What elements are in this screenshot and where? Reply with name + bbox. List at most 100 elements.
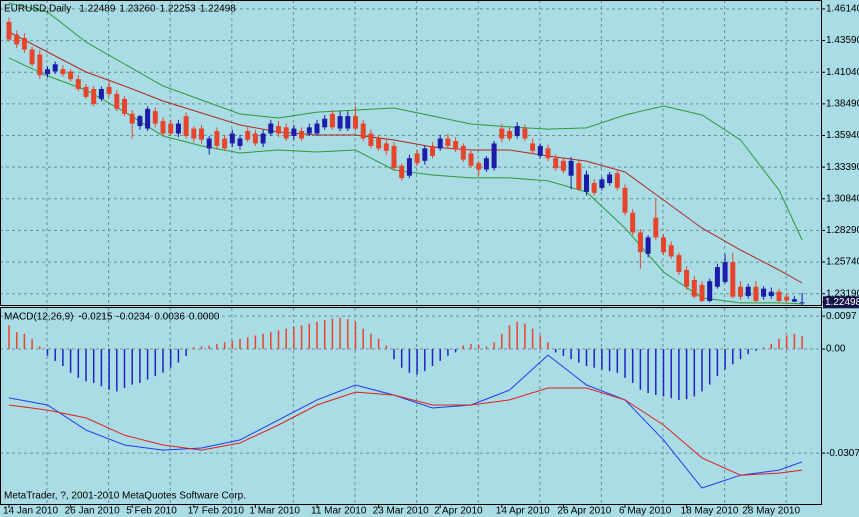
histogram-bar — [793, 333, 796, 350]
indicator-line — [8, 57, 803, 305]
y-tick-label: -0.0307 — [826, 448, 859, 459]
candle-body — [391, 145, 397, 169]
header-value: 1.23260 — [119, 4, 156, 15]
candle-body — [222, 138, 228, 149]
histogram-bar — [801, 336, 803, 350]
histogram-bar — [608, 349, 611, 372]
candle-body — [445, 138, 451, 146]
candle-body — [114, 93, 120, 109]
x-tick-label: 18 May 2010 — [681, 506, 739, 517]
candle-body — [337, 116, 343, 129]
candle-body — [776, 291, 782, 302]
histogram-bar — [393, 349, 395, 360]
histogram-bar — [639, 349, 642, 390]
candle-body — [329, 113, 335, 128]
candle-body — [730, 262, 736, 297]
histogram-bar — [46, 349, 49, 356]
histogram-bar — [400, 349, 403, 368]
candle-body — [599, 179, 605, 188]
histogram-bar — [447, 349, 449, 356]
candle-body — [545, 148, 551, 159]
candle-body — [52, 64, 58, 72]
candle-body — [175, 123, 181, 134]
candle-body — [430, 145, 435, 156]
y-tick-label: 0.00 — [826, 344, 846, 355]
histogram-bar — [193, 347, 195, 350]
histogram-bar — [270, 332, 272, 350]
candle-body — [668, 245, 674, 257]
candle-body — [738, 286, 743, 297]
candle-body — [268, 123, 274, 134]
candle-body — [684, 270, 690, 287]
histogram-bar — [739, 349, 742, 360]
y-tick-label: 1.43590 — [826, 35, 859, 46]
candle-body — [722, 262, 728, 282]
histogram-bar — [385, 345, 388, 350]
candle-body — [306, 127, 312, 134]
candle-body — [414, 153, 420, 164]
candle-body — [576, 163, 582, 190]
indicator-title: MACD(12,26,9) — [4, 312, 73, 323]
candle-body — [199, 128, 204, 140]
histogram-bar — [200, 346, 203, 350]
histogram-bar — [539, 335, 542, 350]
histogram-bar — [308, 323, 311, 350]
candle-body — [661, 237, 666, 253]
histogram-bar — [254, 335, 257, 350]
candle-body — [260, 133, 266, 144]
histogram-bar — [593, 349, 595, 368]
histogram-bar — [454, 349, 457, 353]
candle-body — [45, 69, 50, 75]
histogram-bar — [493, 342, 495, 350]
mark-layer — [6, 2, 805, 489]
histogram-bar — [339, 317, 341, 350]
candle-body — [322, 118, 328, 128]
candle-body — [122, 98, 127, 114]
y-tick-label: 1.25740 — [826, 257, 859, 268]
histogram-bar — [477, 344, 480, 350]
histogram-bar — [616, 349, 619, 373]
candle-body — [453, 140, 459, 150]
candle-body — [714, 267, 720, 287]
y-tick-label: 1.28290 — [826, 225, 859, 236]
histogram-bar — [77, 349, 80, 378]
candle-body — [591, 183, 597, 193]
candle-body — [68, 71, 74, 80]
candle-body — [237, 138, 243, 146]
candle-body — [368, 133, 374, 146]
candle-body — [483, 158, 489, 170]
y-tick-label: 1.23190 — [826, 288, 859, 299]
candle-body — [607, 174, 613, 184]
grid-layer — [0, 0, 825, 508]
histogram-bar — [246, 337, 249, 350]
histogram-bar — [231, 340, 234, 350]
candle-body — [422, 148, 428, 161]
histogram-bar — [370, 333, 372, 350]
candle-body — [707, 281, 713, 302]
candle-body — [768, 291, 774, 297]
histogram-bar — [123, 349, 126, 389]
y-tick-label: 1.38490 — [826, 99, 859, 110]
footer-text: MetaTrader, ?, 2001-2010 MetaQuotes Soft… — [4, 491, 246, 502]
candle-body — [553, 158, 559, 169]
histogram-bar — [431, 349, 434, 366]
y-tick-label: 1.33390 — [826, 162, 859, 173]
histogram-bar — [185, 349, 187, 356]
histogram-bar — [693, 349, 696, 397]
y-tick-label: 1.30840 — [826, 193, 859, 204]
histogram-bar — [39, 346, 41, 350]
candle-body — [206, 138, 212, 149]
histogram-bar — [62, 349, 64, 366]
candle-body — [299, 131, 305, 139]
candle-body — [376, 138, 382, 149]
candle-body — [499, 128, 505, 139]
candle-body — [183, 116, 189, 136]
histogram-bar — [162, 349, 164, 373]
histogram-bar — [177, 349, 180, 363]
histogram-bar — [31, 338, 33, 350]
histogram-bar — [747, 349, 749, 355]
candle-body — [753, 286, 759, 302]
main-panel-border — [0, 0, 822, 306]
candle-body — [214, 131, 220, 146]
indicator-line — [8, 354, 803, 489]
